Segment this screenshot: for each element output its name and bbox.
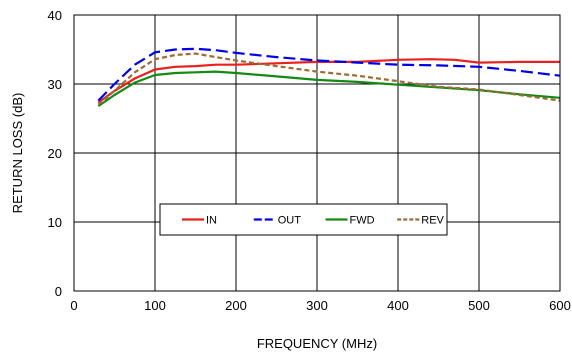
x-axis-title: FREQUENCY (MHz) bbox=[257, 336, 377, 351]
legend-label-rev: REV bbox=[421, 215, 444, 227]
legend-label-fwd: FWD bbox=[350, 215, 375, 227]
legend-label-out: OUT bbox=[278, 215, 302, 227]
y-tick-label: 40 bbox=[48, 8, 62, 23]
plot-area-frame bbox=[73, 14, 561, 292]
series-line-rev bbox=[97, 52, 561, 106]
y-tick-label: 10 bbox=[48, 215, 62, 230]
y-tick-labels: 0 10 20 30 40 bbox=[48, 8, 62, 299]
x-tick-label: 300 bbox=[306, 298, 328, 313]
legend: IN OUT FWD REV bbox=[159, 203, 448, 236]
x-tick-label: 100 bbox=[144, 298, 166, 313]
y-tick-label: 0 bbox=[55, 284, 62, 299]
series-line-out bbox=[97, 47, 561, 102]
y-axis-title: RETURN LOSS (dB) bbox=[10, 93, 25, 214]
series-lines bbox=[97, 47, 561, 108]
y-tick-label: 30 bbox=[48, 77, 62, 92]
series-line-in bbox=[97, 58, 560, 104]
x-tick-label: 400 bbox=[387, 298, 409, 313]
x-tick-label: 0 bbox=[70, 298, 77, 313]
x-tick-labels: 0 100 200 300 400 500 600 bbox=[70, 298, 570, 313]
x-tick-label: 200 bbox=[225, 298, 247, 313]
y-tick-label: 20 bbox=[48, 146, 62, 161]
x-tick-label: 600 bbox=[549, 298, 571, 313]
legend-label-in: IN bbox=[206, 215, 217, 227]
x-tick-label: 500 bbox=[468, 298, 490, 313]
